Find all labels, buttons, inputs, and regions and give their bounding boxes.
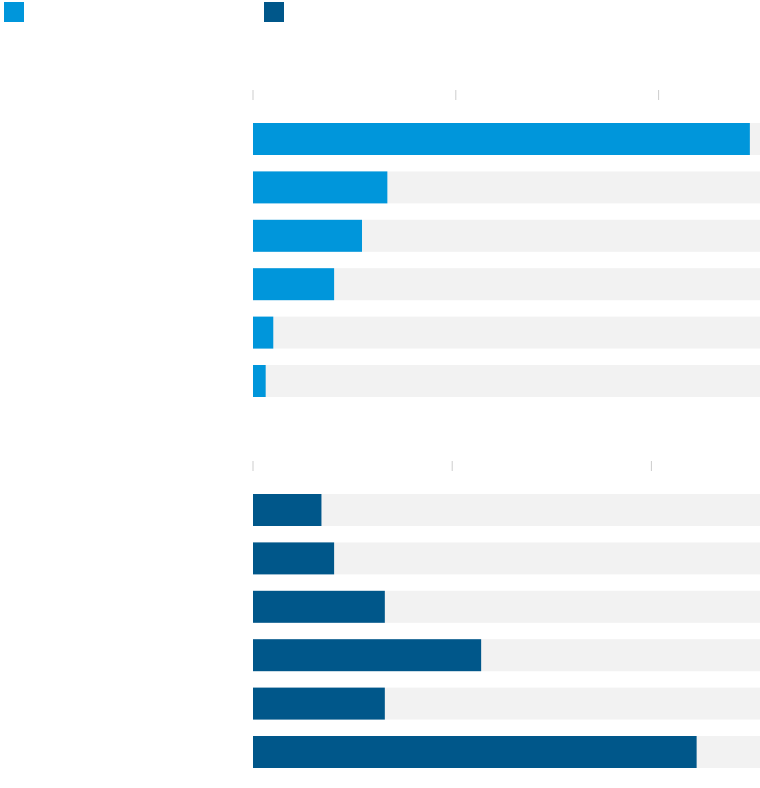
chart-panel-2 [252, 461, 760, 768]
bar-1-1[interactable] [253, 123, 750, 155]
bar-2-4[interactable] [253, 639, 482, 672]
bar-track-1-5 [253, 316, 760, 349]
bar-1-6[interactable] [253, 365, 266, 397]
bar-2-5[interactable] [253, 687, 385, 720]
bar-2-1[interactable] [253, 494, 322, 526]
bar-1-5[interactable] [253, 316, 274, 349]
legend-item-series-1[interactable] [4, 2, 24, 22]
legend-item-series-2[interactable] [264, 2, 284, 22]
legend-swatch-series-1 [4, 2, 24, 22]
legend-swatch-series-2 [264, 2, 284, 22]
bar-track-2-1 [253, 494, 760, 526]
bar-2-3[interactable] [253, 590, 385, 623]
bar-track-1-6 [253, 365, 760, 397]
chart-legend [4, 2, 284, 22]
bar-1-2[interactable] [253, 171, 388, 204]
chart-panel-1 [252, 90, 760, 397]
bar-2-2[interactable] [253, 542, 335, 575]
bar-1-4[interactable] [253, 268, 335, 301]
bar-2-6[interactable] [253, 736, 697, 768]
bar-1-3[interactable] [253, 219, 363, 252]
bar-track-1-4 [253, 268, 760, 301]
bar-track-2-2 [253, 542, 760, 575]
